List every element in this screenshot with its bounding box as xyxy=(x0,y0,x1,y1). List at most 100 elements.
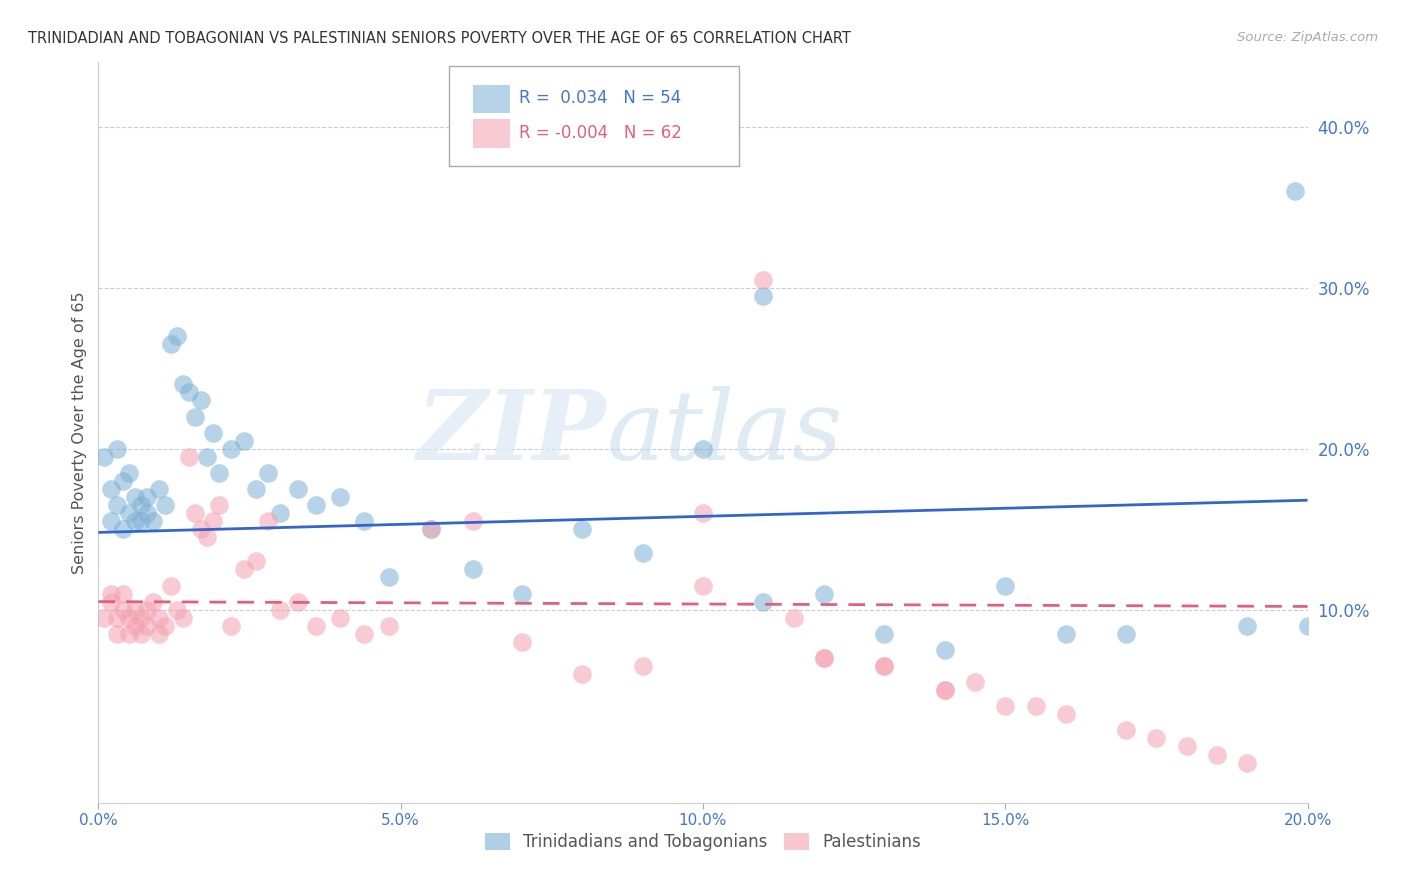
Text: R = -0.004   N = 62: R = -0.004 N = 62 xyxy=(519,124,682,142)
Point xyxy=(631,546,654,560)
Point xyxy=(1236,756,1258,770)
Point xyxy=(353,514,375,528)
Point xyxy=(100,586,122,600)
Point xyxy=(571,522,593,536)
Point xyxy=(232,434,254,448)
Point xyxy=(124,514,146,528)
Point xyxy=(965,675,987,690)
Point xyxy=(179,385,201,400)
Point xyxy=(221,442,243,456)
Point xyxy=(287,594,309,608)
Point xyxy=(100,594,122,608)
Point xyxy=(1054,707,1077,722)
Point xyxy=(1024,699,1046,714)
Point xyxy=(232,562,254,576)
Point xyxy=(111,474,134,488)
Point xyxy=(571,667,593,681)
Point xyxy=(1175,739,1198,754)
Point xyxy=(129,610,152,624)
Text: Source: ZipAtlas.com: Source: ZipAtlas.com xyxy=(1237,31,1378,45)
Point xyxy=(1054,627,1077,641)
Point xyxy=(245,554,267,568)
Point xyxy=(93,610,115,624)
Point xyxy=(129,498,152,512)
Point xyxy=(142,514,165,528)
Point xyxy=(118,466,141,480)
Point xyxy=(510,586,533,600)
Point xyxy=(111,586,134,600)
Point xyxy=(420,522,443,536)
Point xyxy=(195,450,218,464)
Point xyxy=(148,627,170,641)
Point xyxy=(105,627,128,641)
Text: ZIP: ZIP xyxy=(416,385,606,480)
Point xyxy=(934,683,956,698)
Point xyxy=(873,627,896,641)
Point xyxy=(463,562,485,576)
Point xyxy=(166,329,188,343)
Point xyxy=(111,602,134,616)
Point xyxy=(160,578,183,592)
Bar xyxy=(474,85,509,112)
Point xyxy=(195,530,218,544)
Point xyxy=(172,610,194,624)
Point xyxy=(135,619,157,633)
Point xyxy=(190,393,212,408)
Point xyxy=(153,619,176,633)
Text: TRINIDADIAN AND TOBAGONIAN VS PALESTINIAN SENIORS POVERTY OVER THE AGE OF 65 COR: TRINIDADIAN AND TOBAGONIAN VS PALESTINIA… xyxy=(28,31,851,46)
Point xyxy=(873,659,896,673)
Point xyxy=(105,610,128,624)
Point xyxy=(208,498,231,512)
Point xyxy=(124,619,146,633)
Point xyxy=(208,466,231,480)
Point xyxy=(179,450,201,464)
Point xyxy=(124,490,146,504)
Point xyxy=(118,610,141,624)
Point xyxy=(269,602,291,616)
Point xyxy=(813,651,835,665)
Point xyxy=(135,602,157,616)
Point xyxy=(783,610,806,624)
Point xyxy=(692,506,714,520)
Point xyxy=(118,506,141,520)
Point xyxy=(692,578,714,592)
Point xyxy=(153,498,176,512)
Text: R =  0.034   N = 54: R = 0.034 N = 54 xyxy=(519,89,682,107)
Point xyxy=(184,409,207,424)
Point xyxy=(93,450,115,464)
Text: atlas: atlas xyxy=(606,385,842,480)
Point xyxy=(160,337,183,351)
Point xyxy=(190,522,212,536)
Point xyxy=(184,506,207,520)
Point xyxy=(752,273,775,287)
Point xyxy=(463,514,485,528)
Point xyxy=(142,594,165,608)
Point xyxy=(124,602,146,616)
Point xyxy=(994,699,1017,714)
Point xyxy=(377,570,399,584)
Point xyxy=(111,522,134,536)
Point xyxy=(1144,731,1167,746)
Point xyxy=(1284,184,1306,198)
Point xyxy=(221,619,243,633)
Point xyxy=(1296,619,1319,633)
Point xyxy=(172,377,194,392)
Point xyxy=(752,594,775,608)
Point xyxy=(1206,747,1229,762)
Point xyxy=(353,627,375,641)
Point xyxy=(813,651,835,665)
Point xyxy=(377,619,399,633)
Point xyxy=(166,602,188,616)
Point xyxy=(100,514,122,528)
Point xyxy=(631,659,654,673)
Point xyxy=(287,482,309,496)
Point xyxy=(148,610,170,624)
Point xyxy=(305,619,328,633)
Point xyxy=(329,490,352,504)
Point xyxy=(129,514,152,528)
Point xyxy=(135,506,157,520)
Point xyxy=(202,425,225,440)
Point xyxy=(420,522,443,536)
Point xyxy=(105,498,128,512)
Point xyxy=(1236,619,1258,633)
